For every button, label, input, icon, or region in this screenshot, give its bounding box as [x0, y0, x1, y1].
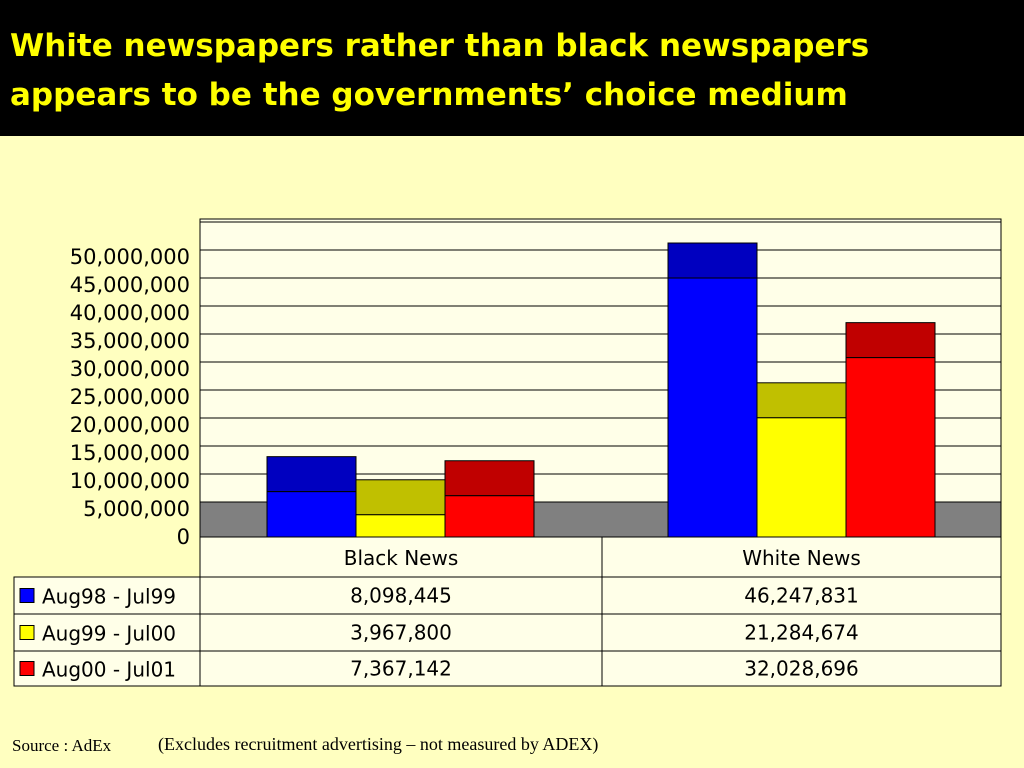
data-label: 3,967,800 [350, 621, 452, 645]
bar-top-1-0 [355, 479, 446, 516]
slide-title-line-2: appears to be the governments’ choice me… [10, 77, 848, 113]
legend-key [19, 661, 35, 676]
y-tick-label: 25,000,000 [70, 385, 190, 409]
y-tick-label: 0 [177, 525, 190, 549]
category-label: Black News [344, 546, 459, 570]
bar-0-1 [667, 277, 758, 538]
data-label: 21,284,674 [744, 621, 859, 645]
y-tick-label: 30,000,000 [70, 357, 190, 381]
legend-key [19, 588, 35, 603]
bar-top-2-1 [845, 322, 936, 359]
y-tick-label: 50,000,000 [70, 245, 190, 269]
legend-entry: Aug98 - Jul99 [42, 585, 176, 609]
slide-title-line-1: White newspapers rather than black newsp… [10, 28, 870, 64]
table-row [13, 650, 1002, 687]
data-label: 46,247,831 [744, 584, 859, 608]
bar-top-0-0 [266, 456, 357, 493]
legend-entry: Aug00 - Jul01 [42, 658, 176, 682]
bar-top-1-1 [756, 382, 847, 419]
data-label: 8,098,445 [350, 584, 452, 608]
table-row [13, 613, 1002, 652]
category-label: White News [742, 546, 861, 570]
bar-1-0 [355, 514, 446, 538]
exclusion-note: (Excludes recruitment advertising – not … [158, 734, 599, 754]
bar-2-0 [444, 495, 535, 538]
bar-1-1 [756, 417, 847, 538]
bar-top-2-0 [444, 460, 535, 497]
data-label: 7,367,142 [350, 657, 452, 681]
y-tick-label: 5,000,000 [83, 497, 190, 521]
bar-top-0-1 [667, 242, 758, 279]
table-row [13, 576, 1002, 615]
legend-key [19, 625, 35, 640]
bar-0-0 [266, 491, 357, 538]
legend-entry: Aug99 - Jul00 [42, 622, 176, 646]
y-tick-label: 15,000,000 [70, 441, 190, 465]
y-tick-label: 35,000,000 [70, 329, 190, 353]
y-tick-label: 10,000,000 [70, 469, 190, 493]
source-note: Source : AdEx [12, 736, 112, 755]
y-tick-label: 45,000,000 [70, 273, 190, 297]
y-tick-label: 40,000,000 [70, 301, 190, 325]
table-header-row [199, 536, 1002, 578]
title-bar: White newspapers rather than black newsp… [0, 0, 1024, 136]
y-tick-label: 20,000,000 [70, 413, 190, 437]
data-label: 32,028,696 [744, 657, 859, 681]
bar-2-1 [845, 357, 936, 538]
